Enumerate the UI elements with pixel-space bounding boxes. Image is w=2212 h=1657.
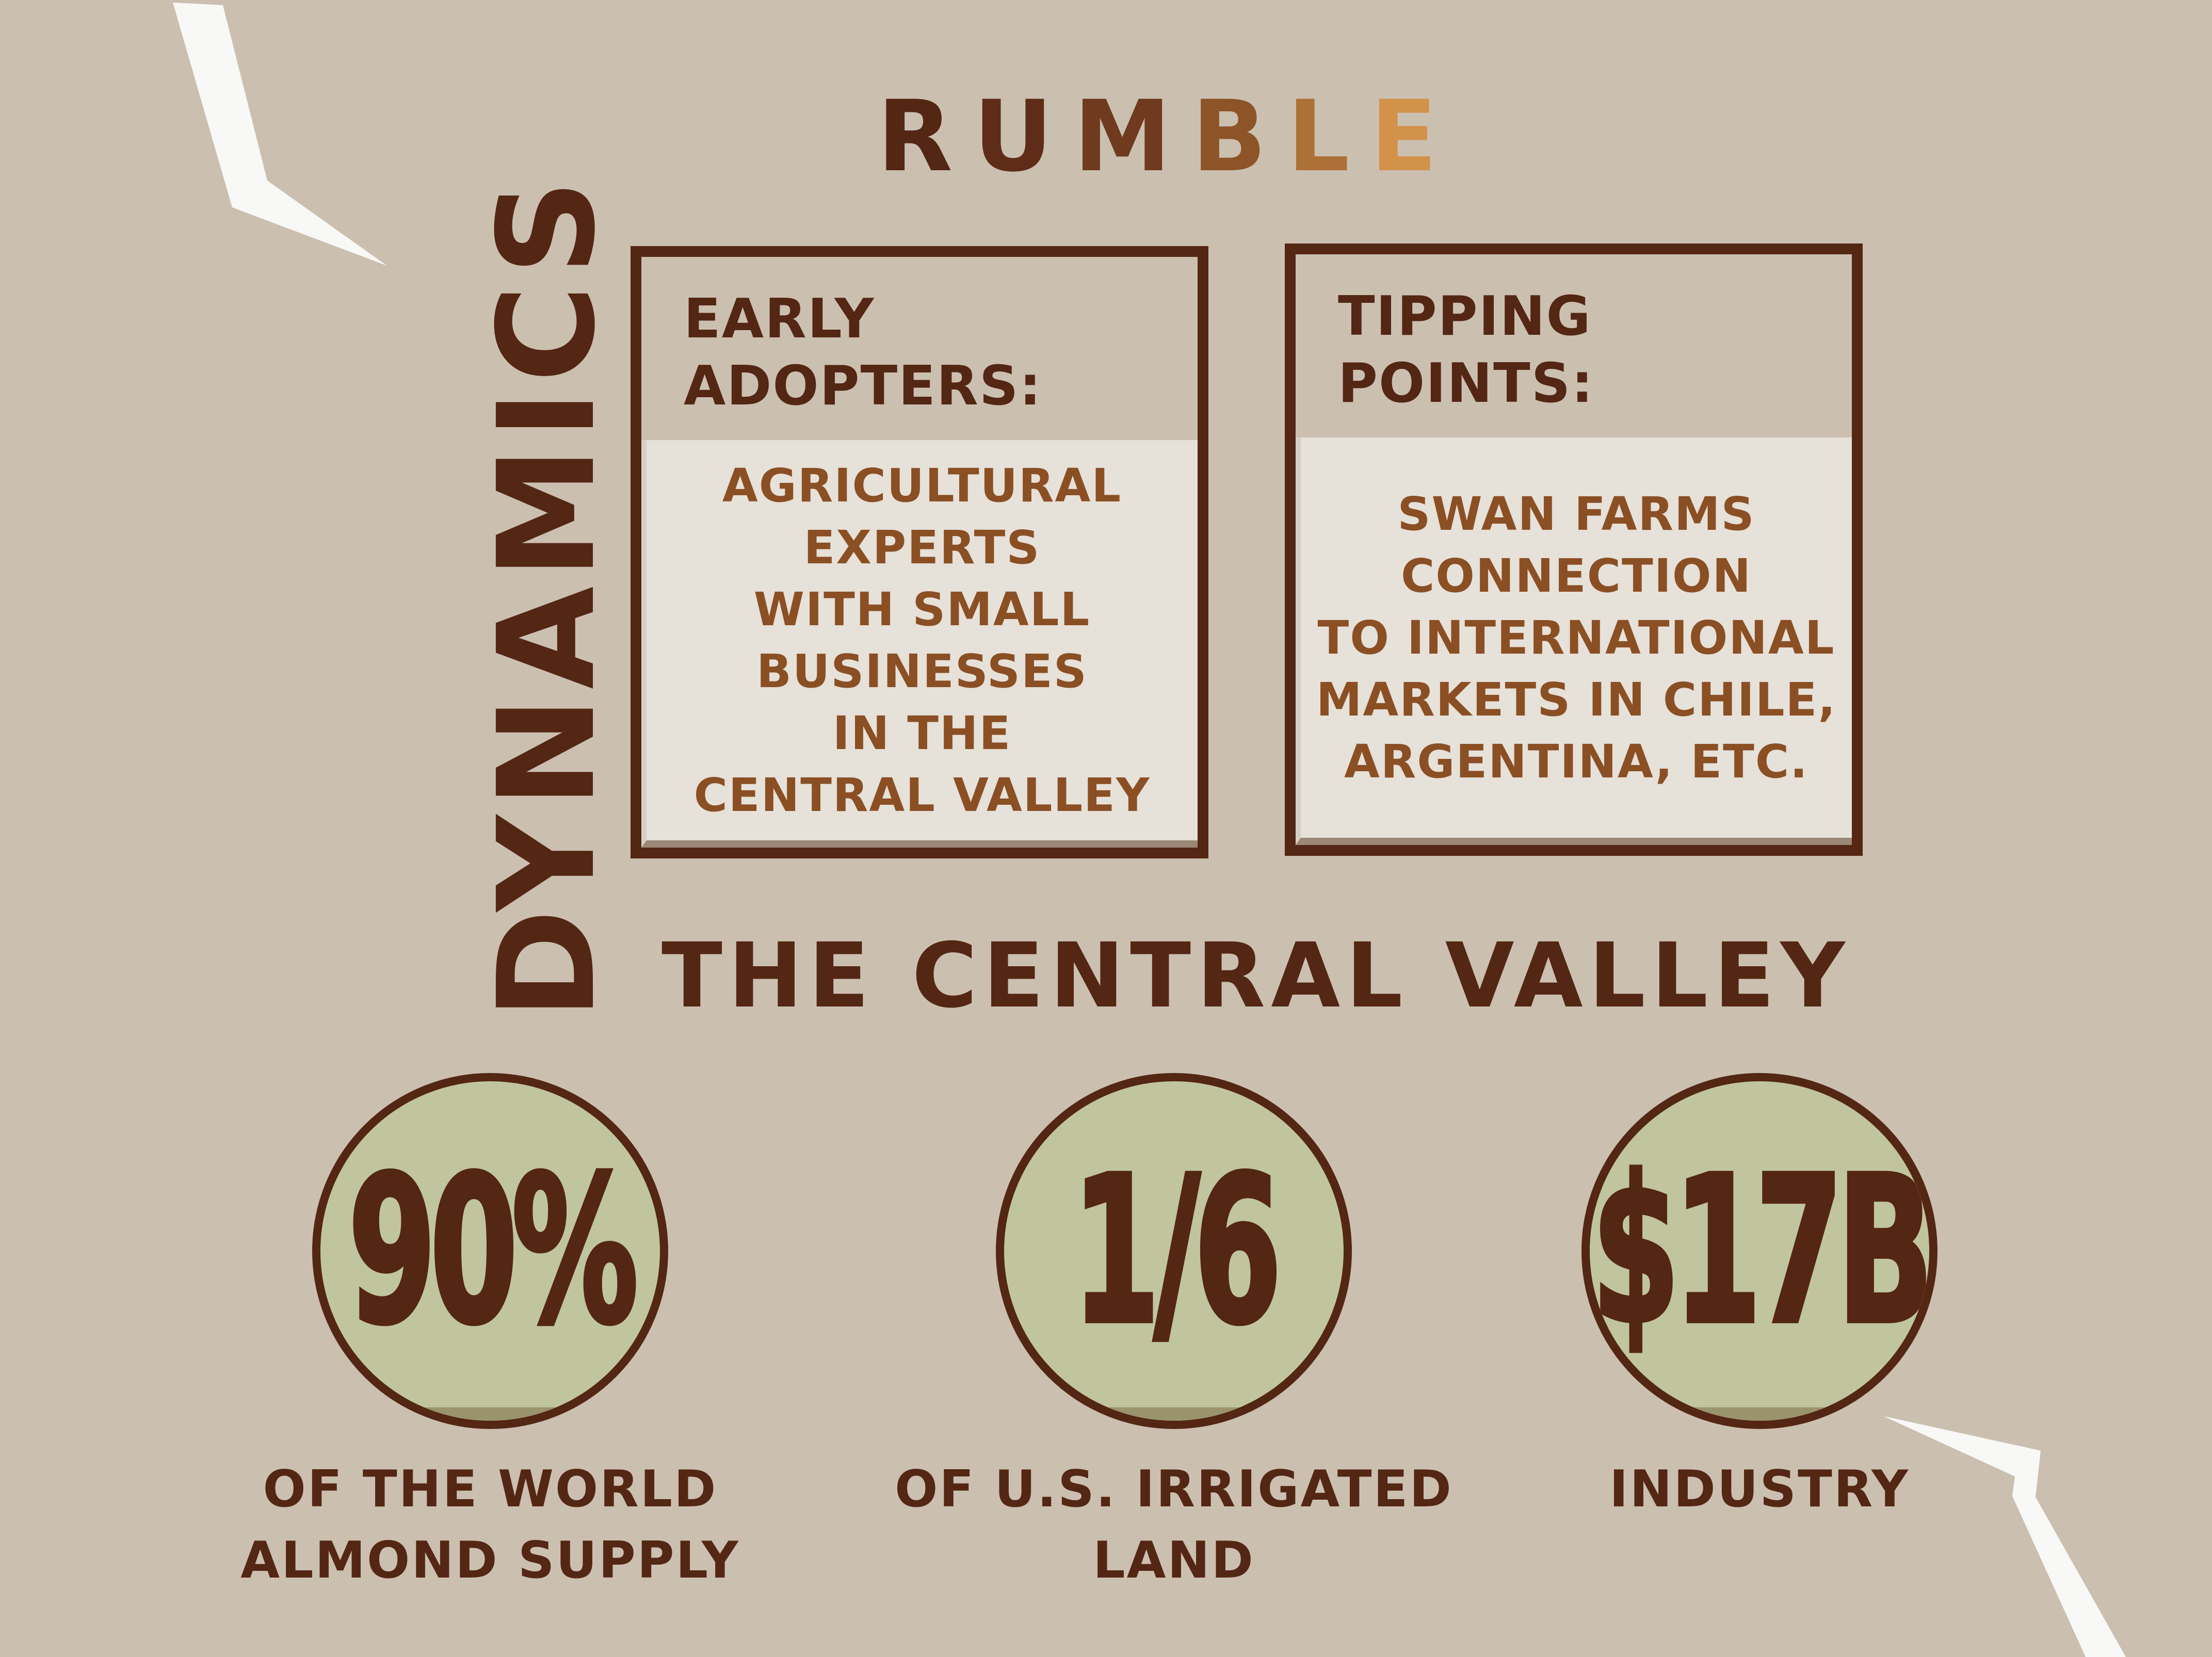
card-heading-line: TIPPING: [1338, 285, 1592, 348]
card-body-line: AGRICULTURAL: [722, 459, 1122, 512]
card-body-line: SWAN FARMS: [1397, 487, 1755, 541]
brand-letter: R: [877, 79, 974, 193]
card-body-line: IN THE: [832, 706, 1012, 760]
tipping-points-card: TIPPING POINTS: SWAN FARMS CONNECTION TO…: [1285, 243, 1863, 856]
region-title: THE CENTRAL VALLEY: [661, 923, 1851, 1028]
card-body-line: BUSINESSES: [756, 644, 1088, 698]
card-body-line: CONNECTION: [1400, 549, 1752, 603]
side-title: DYNAMICS: [470, 172, 624, 1020]
card-heading: TIPPING POINTS:: [1338, 283, 1594, 417]
stat-badge: 1/6: [996, 1073, 1352, 1429]
stat-label: OF U.S. IRRIGATED LAND: [890, 1454, 1458, 1596]
stat-label-line: ALMOND SUPPLY: [240, 1531, 740, 1590]
stat-value-text: $17B: [1590, 1133, 1929, 1369]
stat-label-line: INDUSTRY: [1609, 1460, 1910, 1519]
card-body-line: MARKETS IN CHILE,: [1316, 673, 1837, 726]
brand-letter: L: [1287, 79, 1370, 193]
brand-letter: B: [1191, 79, 1287, 193]
stat-value-text: 90%: [347, 1133, 640, 1369]
card-heading-line: ADOPTERS:: [684, 354, 1042, 417]
stat-value: $17B: [1590, 1147, 1929, 1355]
stat-irrigated-land: 1/6 OF U.S. IRRIGATED LAND: [890, 1073, 1458, 1596]
brand-letter: M: [1073, 79, 1192, 193]
stat-label-line: OF U.S. IRRIGATED: [895, 1460, 1453, 1519]
stat-label: OF THE WORLD ALMOND SUPPLY: [206, 1454, 774, 1596]
card-body-line: ARGENTINA, ETC.: [1344, 735, 1809, 788]
brand-wordmark: RUMBLE: [877, 88, 1458, 186]
stat-industry-value: $17B INDUSTRY: [1476, 1073, 2043, 1525]
stat-value-text: 1/6: [1071, 1133, 1283, 1369]
lightning-bolt-top-left: [173, 3, 387, 266]
stat-label-line: OF THE WORLD: [263, 1460, 718, 1519]
lightning-bolt-bottom-right: [1883, 1416, 2126, 1657]
card-body-line: WITH SMALL: [753, 582, 1091, 636]
early-adopters-card: EARLY ADOPTERS: AGRICULTURAL EXPERTS WIT…: [631, 246, 1208, 858]
card-body-line: EXPERTS: [803, 521, 1041, 574]
card-heading-line: POINTS:: [1338, 352, 1594, 415]
stat-badge: $17B: [1581, 1073, 1937, 1429]
card-body-line: CENTRAL VALLEY: [693, 768, 1151, 822]
stat-value: 1/6: [1004, 1147, 1344, 1355]
stat-label: INDUSTRY: [1476, 1454, 2043, 1525]
brand-letter: U: [973, 79, 1074, 193]
stat-badge: 90%: [312, 1073, 668, 1429]
card-heading: EARLY ADOPTERS:: [684, 285, 1042, 419]
card-body-panel: AGRICULTURAL EXPERTS WITH SMALL BUSINESS…: [641, 440, 1198, 848]
card-body-panel: SWAN FARMS CONNECTION TO INTERNATIONAL M…: [1296, 437, 1852, 845]
card-heading-line: EARLY: [684, 287, 875, 350]
stat-value: 90%: [320, 1147, 660, 1355]
brand-letter: E: [1370, 79, 1458, 193]
stat-label-line: LAND: [1093, 1531, 1255, 1590]
card-body-line: TO INTERNATIONAL: [1317, 611, 1835, 664]
stat-world-almond-supply: 90% OF THE WORLD ALMOND SUPPLY: [206, 1073, 774, 1596]
